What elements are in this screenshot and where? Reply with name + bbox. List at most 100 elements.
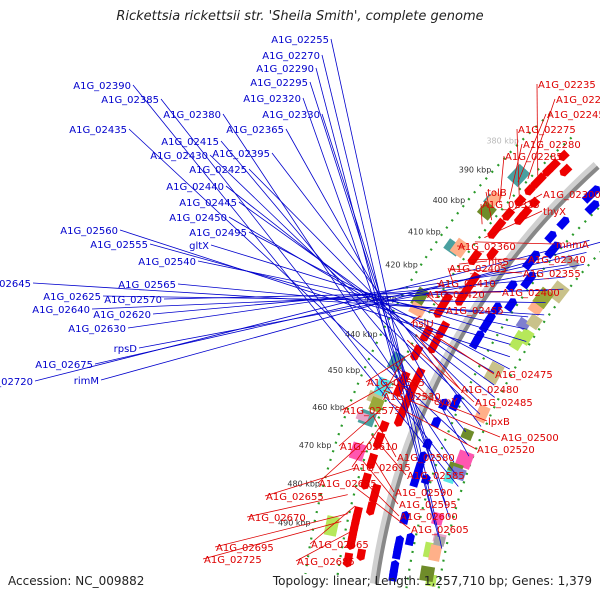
right-label-leader [480,203,483,225]
forward-gene-arrow [492,217,507,233]
left-label-leader [248,168,480,403]
reverse-gene-arrow [412,460,425,479]
gene-label-right: A1G_02280 [523,140,581,151]
dotted-ring-2 [405,205,600,589]
left-label-leader [152,276,566,315]
right-label-leader [317,441,364,484]
reverse-gene-arrow [504,298,518,313]
gene-label-right: hslU [412,319,434,330]
gene-label-right: A1G_02360 [458,242,516,253]
kbp-tick-label: 420 kbp [385,261,418,270]
right-label-leader [341,377,401,411]
gene-label-right: A1G_02725 [204,555,262,566]
right-label-leader [391,383,488,422]
gene-label-left: A1G_02540 [138,257,196,268]
kbp-tick-label: 460 kbp [312,403,345,412]
right-label-leader [449,268,523,274]
right-label-leader [372,415,397,458]
reverse-gene-arrow [420,474,431,485]
right-label-leader [264,467,356,497]
gene-label-left: A1G_02390 [73,81,131,92]
feature-block [473,404,491,424]
gene-label-left: A1G_02320 [243,94,301,105]
gene-label-right: tolB [487,188,507,199]
gene-label-right: A1G_02695 [216,543,274,554]
gene-label-left: A1G_02630 [68,324,126,335]
kbp-tick-label: 490 kbp [278,519,311,528]
gene-label-right: A1G_02400 [502,288,560,299]
kbp-tick-label: 450 kbp [328,366,361,375]
kbp-tick-label: 470 kbp [299,441,332,450]
feature-block [433,535,446,547]
forward-gene-arrow [519,205,533,220]
left-label-layer: A1G_02255 A1G_02270 A1G_02290 A1G_02295 A1G_… [0,35,600,549]
reverse-gene-arrow [505,280,518,293]
gene-label-left: A1G_02625 [43,292,101,303]
kbp-tick-label: 390 kbp [459,165,492,174]
gene-label-left: A1G_02450 [169,213,227,224]
gene-label-right: A1G_02685 [297,557,355,568]
gene-label-left: A1G_02555 [90,240,148,251]
gene-label-right: A1G_02665 [311,540,369,551]
gene-label-left: A1G_02365 [226,125,284,136]
kbp-tick-label: 380 kbp [486,136,519,145]
left-label-leader [302,97,447,506]
right-label-leader [410,315,421,324]
right-label-leader [394,364,434,402]
right-label-leader [381,358,404,397]
gene-label-right: A1G_02275 [518,125,576,136]
forward-gene-arrow [546,158,561,173]
reverse-gene-arrow [389,560,400,577]
left-label-leader [149,243,511,345]
gene-label-right: A1G_02635 [319,479,377,490]
gene-label-right: A1G_02245 [547,110,600,121]
reverse-gene-arrow [393,535,405,554]
forward-gene-arrow [435,320,451,338]
gene-label-left: A1G_02385 [101,95,159,106]
backbone-ring [374,165,600,585]
gene-label-right: A1G_02410 [438,279,496,290]
gene-label-left: A1G_02570 [104,295,162,306]
forward-gene-arrow [360,472,372,490]
right-label-leader [361,479,400,517]
right-label-leader [436,282,444,288]
feature-block [449,237,470,259]
gene-label-right: cyaY [434,397,459,408]
gene-label-right: A1G_02615 [353,463,411,474]
gene-label-left: A1G_02330 [262,110,320,121]
gene-label-right: A1G_02485 [475,398,533,409]
right-label-leader [354,486,411,530]
map-title: Rickettsia rickettsii str. 'Sheila Smith… [116,9,484,24]
forward-gene-arrow [559,163,573,177]
gene-label-right: lpxB [488,417,510,428]
right-label-leader [383,389,501,438]
gene-label-left: A1G_02720 [0,377,33,388]
right-label-leader [338,408,382,447]
gene-label-right: A1G_02670 [248,513,306,524]
right-label-leader [406,339,475,403]
gene-label-left: A1G_02255 [271,35,329,46]
gene-label-right: A1G_02405 [449,264,507,275]
gene-label-right: mnmA [556,240,589,251]
right-label-leader [468,258,528,260]
right-label-leader [536,83,539,176]
dotted-ring-1 [437,250,600,593]
feature-block [355,410,370,423]
gene-label-right: A1G_02610 [340,442,398,453]
feature-block [527,298,546,317]
reverse-gene-arrow [556,216,570,231]
gene-label-left: A1G_02430 [150,151,208,162]
gene-label-left: A1G_02440 [166,182,224,193]
forward-gene-arrow [365,501,377,516]
right-label-leader [214,513,349,548]
gene-label-right: A1G_02420 [427,290,485,301]
topology-text: Topology: linear; Length: 1,257,710 bp; … [272,574,592,588]
right-label-leader [202,521,342,560]
feature-block [525,313,543,331]
kbp-tick-label: 400 kbp [433,196,466,205]
right-label-leader [499,155,505,203]
forward-gene-arrow [371,483,382,496]
forward-gene-arrow [356,548,367,561]
left-label-leader [222,113,455,463]
gene-label-right: A1G_02605 [411,525,469,536]
